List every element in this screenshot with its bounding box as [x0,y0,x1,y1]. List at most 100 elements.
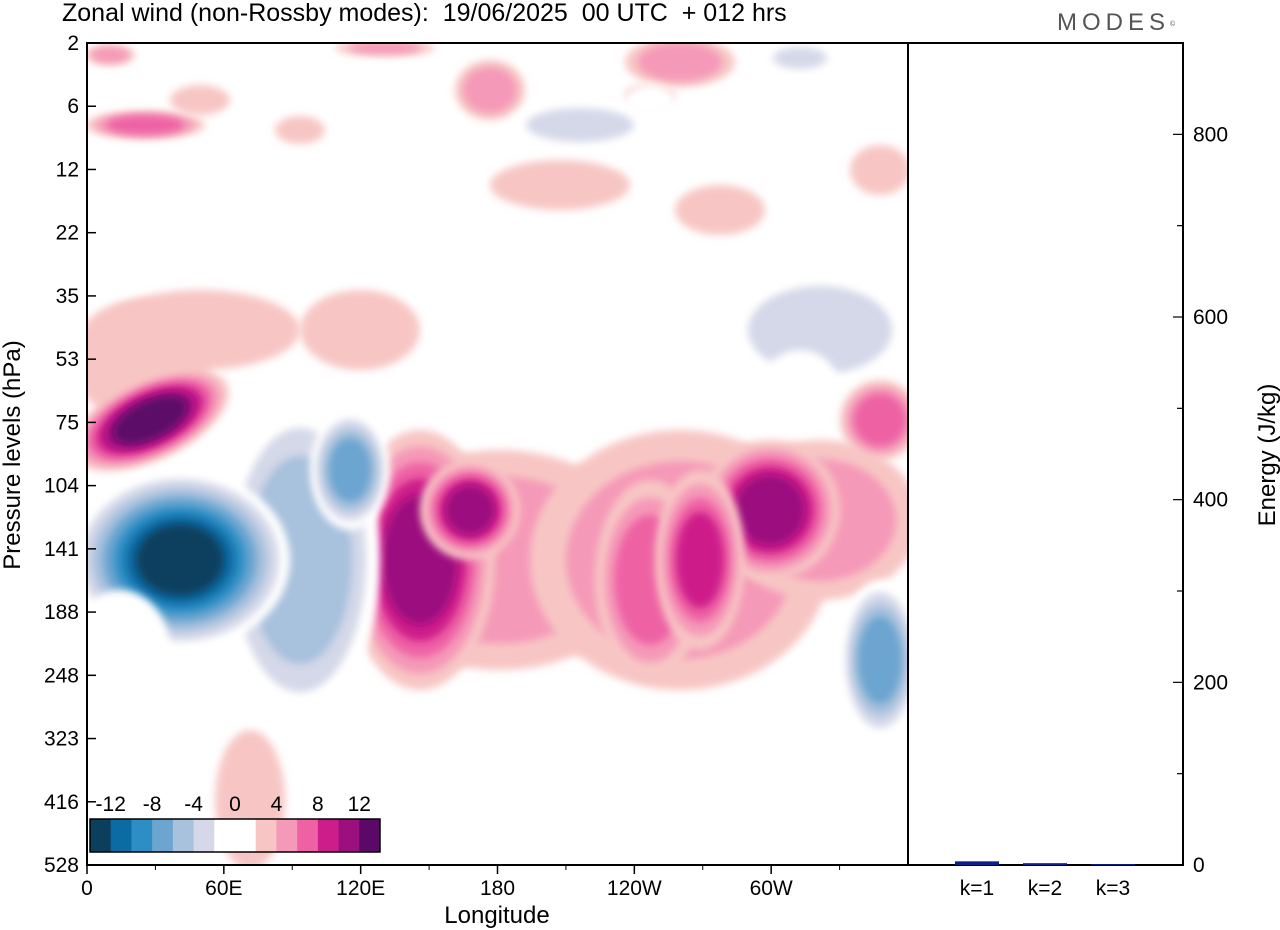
wind-contour-field [87,43,908,865]
y-tick-label: 104 [44,475,79,498]
contour-blob [445,485,495,535]
contour-blob [637,43,723,82]
colorbar-swatch [193,819,215,852]
y-tick-label: 188 [44,601,79,624]
energy-bar-label: k=1 [960,877,994,900]
colorbar-swatch [297,819,319,852]
colorbar-label: 4 [271,793,283,816]
colorbar-swatch [276,819,298,852]
x-tick-label: 180 [480,877,515,900]
y-tick-label: 53 [56,348,79,371]
energy-bar-label: k=2 [1028,877,1062,900]
y-tick-label: 2 [67,32,79,55]
contour-blob [87,590,170,710]
colorbar-swatch [110,819,132,852]
colorbar-swatch [131,819,153,852]
energy-bar [1091,864,1135,866]
x-tick-label: 120W [607,877,662,900]
chart-title: Zonal wind (non-Rossby modes): 19/06/202… [62,0,787,27]
contour-blob [640,370,720,450]
contour-blob [748,286,892,374]
contour-blob [525,57,555,73]
longitude-axis: 0 60E 120E 180 120W 60W [81,865,841,900]
colorbar-swatch [359,819,381,852]
energy-tick-label: 200 [1193,671,1228,694]
colorbar-label: 8 [312,793,324,816]
y-axis-label: Pressure levels (hPa) [0,340,26,569]
contour-blob [328,438,372,502]
energy-bar-label: k=3 [1096,877,1130,900]
y-tick-label: 75 [56,411,79,434]
y-tick-label: 248 [44,664,79,687]
y-tick-label: 6 [67,95,79,118]
y-tick-label: 416 [44,791,79,814]
contour-blob [113,396,187,444]
contour-blob [735,475,805,545]
energy-tick-label: 0 [1193,854,1205,877]
y-tick-label: 323 [44,728,79,751]
colorbar: -12 -8 -4 0 4 8 12 [89,793,381,853]
contour-blob [773,47,827,69]
contour-blob [100,185,180,215]
x-tick-label: 60W [750,877,793,900]
x-tick-label: 0 [81,877,93,900]
y-tick-label: 528 [44,854,79,877]
contour-blob [106,115,184,135]
contour-blob [170,85,230,115]
energy-tick-label: 400 [1193,489,1228,512]
y-tick-label: 141 [44,538,79,561]
contour-blob [676,512,724,608]
pressure-axis: 2 6 12 22 35 53 75 104 141 188 248 323 416 528 [44,32,96,877]
contour-blob [540,330,620,390]
contour-blob [815,85,905,115]
colorbar-swatch [255,819,277,852]
y-tick-label: 12 [56,158,79,181]
energy-tick-label: 800 [1193,123,1228,146]
colorbar-label: -4 [184,793,203,816]
y-tick-label: 35 [56,285,79,308]
colorbar-swatch [317,819,339,852]
contour-blob [275,116,325,144]
colorbar-swatch [152,819,174,852]
colorbar-frame [89,818,381,853]
colorbar-label: 0 [229,793,241,816]
logo-text: MODES [1057,9,1171,36]
colorbar-label: -12 [96,793,126,816]
contour-blob [463,67,517,113]
contour-blob [136,524,224,596]
contour-blob [300,290,420,370]
x-axis-label: Longitude [444,902,549,929]
colorbar-swatch [90,819,112,852]
colorbar-swatch [235,819,257,852]
contour-blob [526,108,634,142]
contour-blob [305,73,355,97]
contour-blob [853,393,907,447]
contour-blob [858,616,902,704]
contour-blob [90,47,130,63]
energy-bars: k=1 k=2 k=3 [955,861,1135,900]
colorbar-swatch [214,819,236,852]
contour-blob [760,350,840,430]
energy-axis-label: Energy (J/kg) [1254,384,1280,527]
modes-logo: MODES© [1057,8,1175,38]
colorbar-swatch [172,819,194,852]
contour-blob [490,160,630,210]
logo-mark: © [1170,21,1176,28]
energy-axis: 0 200 400 600 800 [1173,42,1228,877]
contour-blob [349,43,421,54]
energy-bar [955,861,999,865]
x-tick-label: 60E [205,877,242,900]
energy-bar [1023,863,1067,865]
contour-blob [730,760,790,865]
colorbar-label: -8 [143,793,162,816]
contour-blob [625,85,675,115]
colorbar-swatch [338,819,360,852]
energy-tick-label: 600 [1193,306,1228,329]
contour-blob [850,145,908,195]
x-tick-label: 120E [336,877,385,900]
colorbar-label: 12 [348,793,371,816]
y-tick-label: 22 [56,222,79,245]
contour-blob [675,185,765,235]
contour-blob [475,690,525,790]
